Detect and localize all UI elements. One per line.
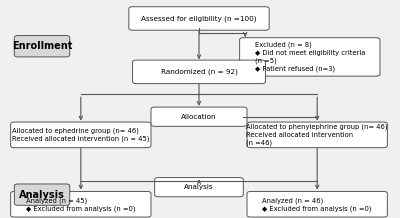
Text: Assessed for eligibility (n =100): Assessed for eligibility (n =100) (141, 15, 257, 22)
FancyBboxPatch shape (14, 36, 70, 57)
Text: Analyzed (n = 45)
◆ Excluded from analysis (n =0): Analyzed (n = 45) ◆ Excluded from analys… (26, 197, 136, 211)
Text: Analyzed (n = 46)
◆ Excluded from analysis (n =0): Analyzed (n = 46) ◆ Excluded from analys… (262, 197, 372, 211)
FancyBboxPatch shape (240, 38, 380, 76)
FancyBboxPatch shape (155, 178, 243, 197)
FancyBboxPatch shape (132, 60, 266, 84)
FancyBboxPatch shape (247, 122, 387, 148)
FancyBboxPatch shape (129, 7, 269, 30)
FancyBboxPatch shape (11, 191, 151, 217)
Text: Excluded (n = 8)
◆ Did not meet eligibility criteria
(n =5)
◆ Patient refused (n: Excluded (n = 8) ◆ Did not meet eligibil… (255, 42, 365, 72)
Text: Allocated to phenylephrine group (n= 46)
Received allocated intervention
(n =46): Allocated to phenylephrine group (n= 46)… (246, 124, 388, 146)
FancyBboxPatch shape (151, 107, 247, 126)
Text: Allocated to ephedrine group (n= 46)
Received allocated intervention (n = 45): Allocated to ephedrine group (n= 46) Rec… (12, 128, 150, 142)
FancyBboxPatch shape (14, 184, 70, 205)
Text: Analysis: Analysis (184, 184, 214, 190)
Text: Enrollment: Enrollment (12, 41, 72, 51)
Text: Analysis: Analysis (19, 190, 65, 200)
Text: Allocation: Allocation (181, 114, 217, 120)
FancyBboxPatch shape (247, 191, 387, 217)
FancyBboxPatch shape (11, 122, 151, 148)
Text: Randomized (n = 92): Randomized (n = 92) (160, 69, 238, 75)
